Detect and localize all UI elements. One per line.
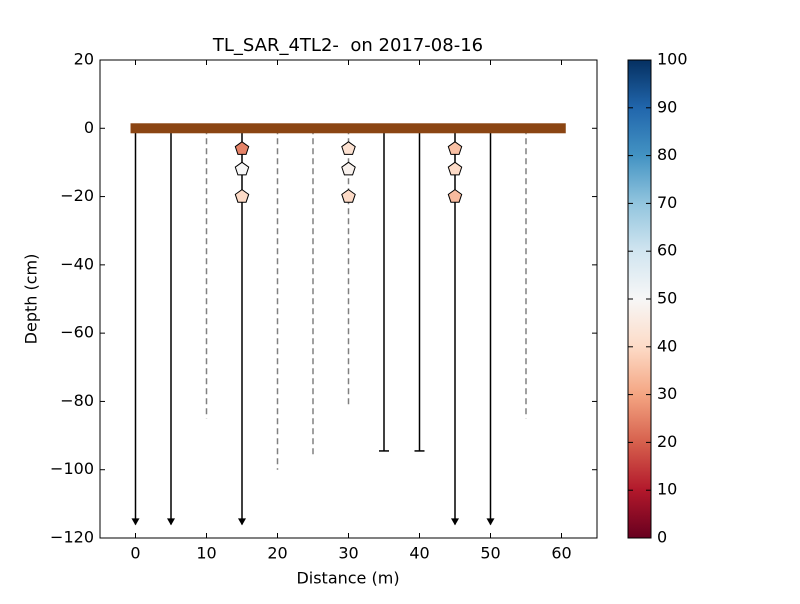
colorbar-tick-label: 20 [657,432,677,451]
colorbar-tick-label: 10 [657,480,677,499]
x-tick-label: 50 [480,544,500,563]
y-tick-label: −100 [50,459,94,478]
y-tick-label: −40 [60,254,94,273]
sensor-point [234,141,250,155]
x-tick-label: 10 [196,544,216,563]
sensor-point [447,141,463,155]
sensor-point [234,188,250,203]
rod-arrow [451,518,459,526]
colorbar-tick-label: 70 [657,193,677,212]
sensor-point [341,188,356,203]
y-tick-label: −120 [50,528,94,547]
sensor-point [341,161,356,176]
x-tick-label: 30 [338,544,358,563]
sensor-point [234,161,250,176]
colorbar-tick-label: 0 [657,528,667,547]
rod-arrow [486,518,495,526]
y-tick-label: −80 [60,391,94,410]
chart-title: TL_SAR_4TL2- on 2017-08-16 [212,35,483,56]
y-axis-label: Depth (cm) [22,254,41,345]
colorbar-tick-label: 30 [657,384,677,403]
x-tick-label: 0 [130,544,140,563]
y-tick-label: −20 [60,186,94,205]
sensor-point [341,141,356,155]
x-tick-label: 40 [409,544,429,563]
colorbar-tick-label: 90 [657,97,677,116]
y-tick-label: 0 [84,118,94,137]
colorbar-tick-label: 100 [657,50,688,69]
rod-arrow [167,518,175,526]
x-axis-label: Distance (m) [296,569,399,588]
rod-arrow [238,518,246,526]
sensor-point [447,161,463,176]
rod-arrow [131,518,140,526]
x-tick-label: 20 [267,544,287,563]
x-tick-label: 60 [551,544,571,563]
sensor-point [447,188,463,203]
colorbar-tick-label: 80 [657,145,677,164]
colorbar-tick-label: 50 [657,289,677,308]
surface [130,123,566,134]
y-tick-label: −60 [60,323,94,342]
colorbar-tick-label: 40 [657,336,677,355]
colorbar-tick-label: 60 [657,241,677,260]
y-tick-label: 20 [74,50,94,69]
